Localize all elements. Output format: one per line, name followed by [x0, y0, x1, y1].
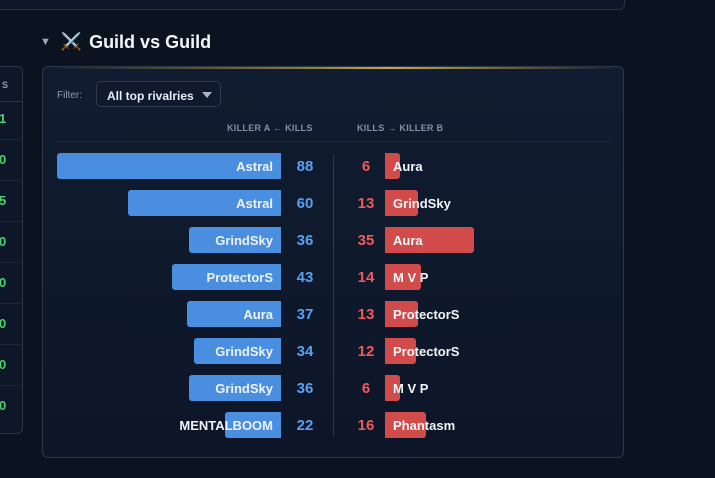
collapse-caret-icon[interactable]: ▼: [40, 36, 51, 48]
side-stat-divider: [0, 221, 22, 222]
rivalry-row[interactable]: GrindSky 36 35 Aura: [43, 227, 623, 253]
side-stat-divider: [0, 180, 22, 181]
column-header-killer-a: KILLER A ← KILLS: [227, 123, 313, 133]
killer-a-kills: 88: [296, 158, 314, 175]
killer-b-bar: [385, 412, 426, 438]
killer-a-bar: [225, 412, 281, 438]
rivalry-row[interactable]: Astral 60 13 GrindSky: [43, 190, 623, 216]
killer-b-kills: 35: [357, 232, 375, 249]
killer-a-bar: [187, 301, 281, 327]
side-stats-header-label: S: [2, 80, 9, 90]
side-stats-header: S: [0, 67, 22, 102]
side-stat-value: 0: [0, 152, 7, 167]
killer-b-guild-name: M V P: [393, 381, 429, 396]
killer-a-bar: [194, 338, 281, 364]
side-stat-value: 5: [0, 193, 7, 208]
side-stat-value: 0: [0, 357, 7, 372]
filter-label: Filter:: [57, 90, 82, 101]
killer-b-bar: [385, 375, 400, 401]
killer-b-bar: [385, 190, 418, 216]
killer-a-guild-name: GrindSky: [215, 233, 273, 248]
killer-b-guild-name: Aura: [393, 233, 423, 248]
killer-b-bar: [385, 264, 421, 290]
killer-a-bar: [128, 190, 281, 216]
card-accent-line: [43, 67, 623, 69]
killer-b-guild-name: ProtectorS: [393, 307, 460, 322]
killer-b-guild-name: ProtectorS: [393, 344, 460, 359]
previous-panel: [0, 0, 625, 10]
guild-vs-guild-card: Filter: All top rivalries KILLER A ← KIL…: [42, 66, 624, 458]
center-divider: [333, 154, 334, 436]
side-stat-divider: [0, 344, 22, 345]
side-stat-divider: [0, 303, 22, 304]
crossed-swords-icon: ⚔️: [60, 32, 83, 51]
killer-b-kills: 6: [361, 158, 371, 175]
killer-b-kills: 12: [357, 343, 375, 360]
killer-a-guild-name: Aura: [243, 307, 273, 322]
killer-b-kills: 13: [357, 195, 375, 212]
header-divider: [57, 141, 609, 142]
killer-a-kills: 60: [296, 195, 314, 212]
rivalry-row[interactable]: GrindSky 34 12 ProtectorS: [43, 338, 623, 364]
side-stat-divider: [0, 139, 22, 140]
killer-a-bar: [189, 227, 281, 253]
killer-b-guild-name: GrindSky: [393, 196, 451, 211]
side-stat-value: 1: [0, 111, 7, 126]
killer-b-kills: 6: [361, 380, 371, 397]
killer-b-guild-name: Aura: [393, 159, 423, 174]
rivalry-row[interactable]: ProtectorS 43 14 M V P: [43, 264, 623, 290]
killer-b-guild-name: Phantasm: [393, 418, 456, 433]
killer-a-bar: [172, 264, 281, 290]
killer-a-kills: 22: [296, 417, 314, 434]
killer-b-bar: [385, 227, 474, 253]
killer-a-guild-name: GrindSky: [215, 381, 273, 396]
killer-a-kills: 36: [296, 232, 314, 249]
chevron-down-icon: [202, 92, 212, 98]
killer-a-guild-name: MENTALBOOM: [179, 418, 273, 433]
killer-a-guild-name: Astral: [236, 159, 273, 174]
rivalry-row[interactable]: Astral 88 6 Aura: [43, 153, 623, 179]
killer-b-kills: 14: [357, 269, 375, 286]
side-stat-value: 0: [0, 234, 7, 249]
killer-a-bar: [189, 375, 281, 401]
killer-b-kills: 16: [357, 417, 375, 434]
column-header-killer-b: KILLS → KILLER B: [357, 123, 444, 133]
rivalry-filter-select[interactable]: All top rivalries: [96, 81, 221, 107]
killer-b-kills: 13: [357, 306, 375, 323]
killer-b-bar: [385, 153, 400, 179]
killer-a-kills: 43: [296, 269, 314, 286]
killer-b-bar: [385, 338, 416, 364]
rivalry-row[interactable]: GrindSky 36 6 M V P: [43, 375, 623, 401]
side-stat-divider: [0, 262, 22, 263]
killer-a-kills: 36: [296, 380, 314, 397]
killer-a-kills: 34: [296, 343, 314, 360]
killer-a-guild-name: GrindSky: [215, 344, 273, 359]
rivalry-filter-value: All top rivalries: [107, 89, 194, 103]
killer-b-guild-name: M V P: [393, 270, 429, 285]
side-stat-value: 0: [0, 316, 7, 331]
section-header[interactable]: ▼ ⚔️ Guild vs Guild: [40, 31, 211, 53]
side-stat-value: 0: [0, 275, 7, 290]
side-stat-value: 0: [0, 398, 7, 413]
killer-b-bar: [385, 301, 418, 327]
rivalry-row[interactable]: MENTALBOOM 22 16 Phantasm: [43, 412, 623, 438]
killer-a-kills: 37: [296, 306, 314, 323]
section-title: Guild vs Guild: [89, 31, 212, 52]
side-stat-divider: [0, 385, 22, 386]
killer-a-guild-name: Astral: [236, 196, 273, 211]
killer-a-bar: [57, 153, 281, 179]
rivalry-row[interactable]: Aura 37 13 ProtectorS: [43, 301, 623, 327]
killer-a-guild-name: ProtectorS: [206, 270, 273, 285]
